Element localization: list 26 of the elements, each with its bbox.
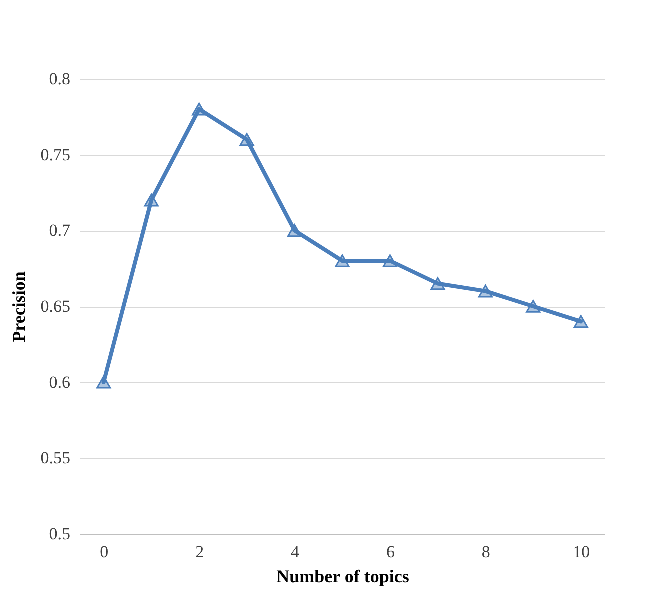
point <box>96 376 112 389</box>
x-tick-label: 8 <box>482 542 490 562</box>
point <box>382 254 398 268</box>
y-tick-label: 0.55 <box>40 448 70 468</box>
x-tick-label: 6 <box>386 542 395 562</box>
point <box>478 284 493 298</box>
point <box>430 277 446 290</box>
point <box>288 224 302 238</box>
y-tick-label: 0.5 <box>49 524 70 544</box>
x-tick-label: 4 <box>291 542 300 562</box>
point <box>526 300 541 313</box>
point <box>192 102 207 116</box>
x-axis-title: Number of topics <box>276 566 410 586</box>
y-tick-label: 0.6 <box>49 372 70 392</box>
y-axis-title: Precision <box>8 272 29 342</box>
y-tick-label: 0.75 <box>40 145 70 164</box>
x-tick-label: 0 <box>100 542 109 562</box>
x-tick-label: 10 <box>573 542 590 562</box>
point <box>144 194 159 207</box>
point <box>240 133 254 146</box>
y-tick-label: 0.65 <box>40 297 70 316</box>
point <box>335 254 350 268</box>
point <box>574 315 588 328</box>
x-tick-label: 2 <box>196 542 204 562</box>
y-tick-label: 0.7 <box>49 221 71 240</box>
y-tick-label: 0.8 <box>49 70 70 88</box>
